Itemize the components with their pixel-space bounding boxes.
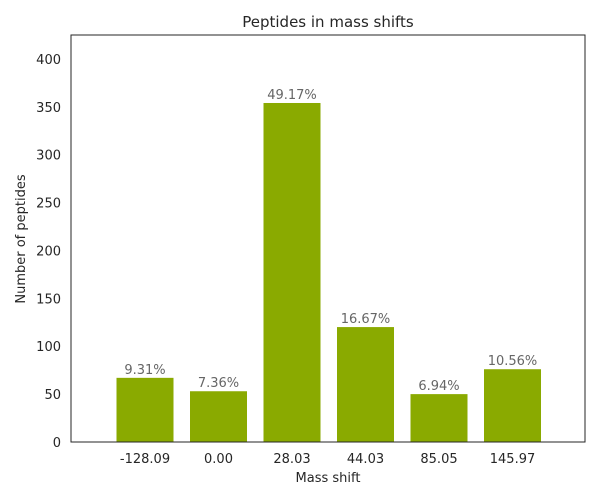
bar-28.03 [263, 102, 321, 442]
plot-frame [70, 34, 586, 443]
x-tick-label-28.03: 28.03 [273, 452, 310, 467]
chart-title: Peptides in mass shifts [242, 13, 414, 31]
data-label-85.05: 6.94% [418, 379, 459, 394]
bar-145.97 [484, 369, 541, 442]
bar-44.03 [337, 327, 394, 442]
data-label-0.00: 7.36% [198, 376, 239, 391]
y-tick-label-200: 200 [36, 244, 61, 259]
y-tick-label-50: 50 [44, 388, 61, 403]
x-tick-label-145.97: 145.97 [490, 452, 536, 467]
x-tick-label-0.00: 0.00 [204, 452, 233, 467]
y-tick-label-150: 150 [36, 292, 61, 307]
bar-85.05 [410, 394, 468, 442]
data-label--128.09: 9.31% [124, 363, 165, 378]
y-tick-label-100: 100 [36, 340, 61, 355]
y-axis-label: Number of peptides [14, 174, 29, 303]
x-tick-label-44.03: 44.03 [347, 452, 384, 467]
bar-0.00 [190, 391, 247, 442]
y-tick-label-0: 0 [53, 436, 61, 451]
y-tick-label-250: 250 [36, 197, 61, 212]
y-tick-label-300: 300 [36, 149, 61, 164]
data-label-145.97: 10.56% [488, 354, 538, 369]
x-axis-ticks: -128.09 0.00 28.03 44.03 85.05 145.97 [120, 452, 535, 467]
data-label-44.03: 16.67% [341, 312, 391, 327]
x-tick-label--128.09: -128.09 [120, 452, 170, 467]
data-label-28.03: 49.17% [267, 88, 317, 103]
bars-group [116, 102, 541, 442]
x-axis-label: Mass shift [296, 471, 361, 486]
bar--128.09 [116, 377, 174, 442]
y-tick-label-350: 350 [36, 101, 61, 116]
x-tick-label-85.05: 85.05 [420, 452, 457, 467]
y-axis-ticks: 0 50 100 150 200 250 300 350 400 [36, 53, 61, 451]
y-tick-label-400: 400 [36, 53, 61, 68]
data-labels-group: 9.31% 7.36% 49.17% 16.67% 6.94% 10.56% [124, 88, 537, 394]
